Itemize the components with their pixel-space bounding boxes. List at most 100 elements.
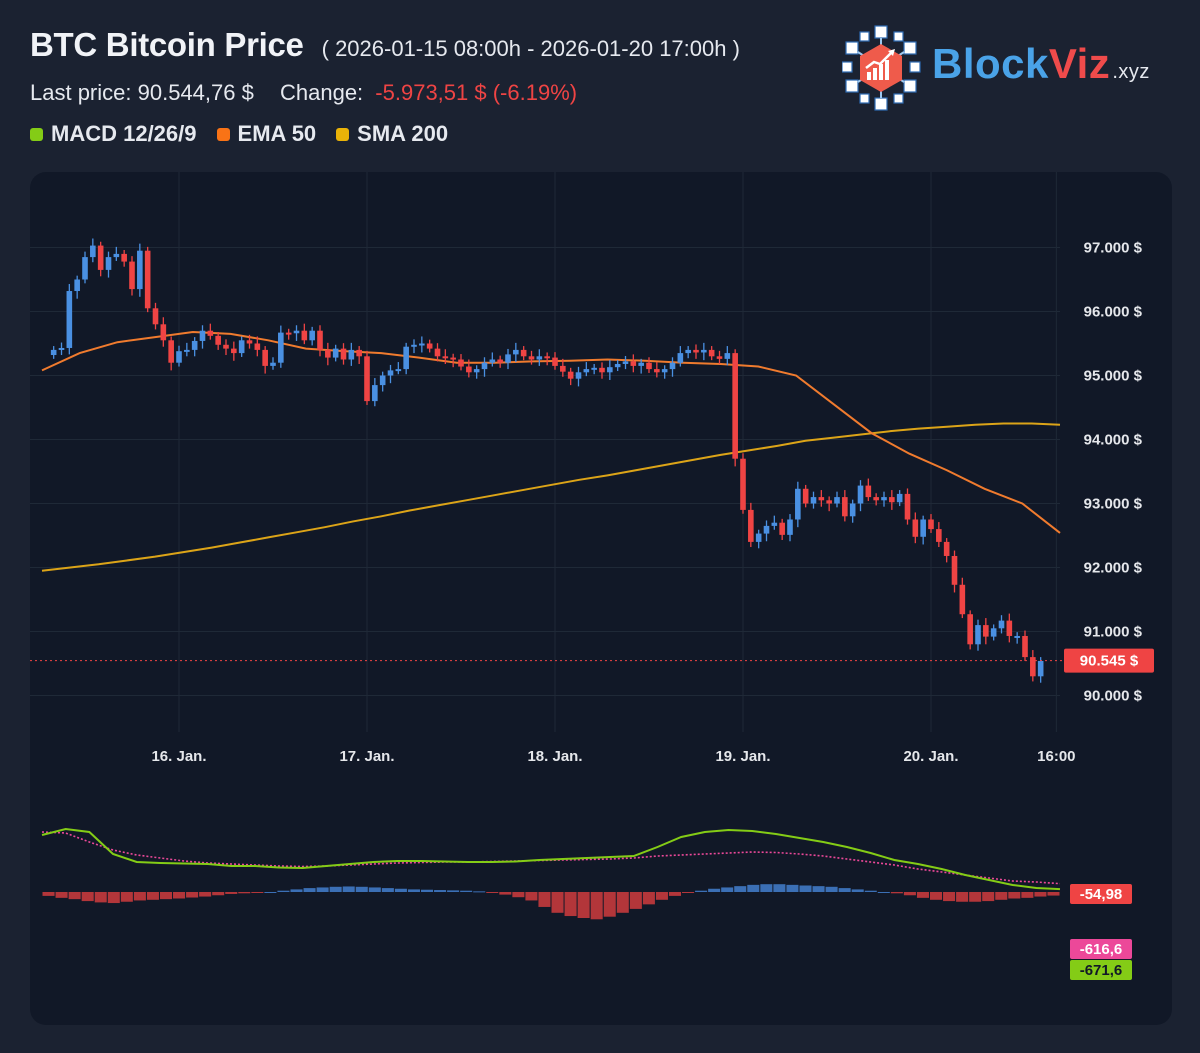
macd-histogram-bar — [943, 892, 956, 902]
time-tick-label: 16:00 — [1037, 748, 1075, 765]
candle-body — [904, 493, 911, 520]
candle-body — [450, 357, 456, 360]
legend-label-macd: MACD 12/26/9 — [51, 121, 197, 146]
macd-histogram-bar — [851, 889, 864, 892]
macd-histogram-bar — [825, 886, 838, 892]
candle-body — [967, 614, 973, 645]
candle-body — [466, 366, 472, 373]
candle-body — [567, 371, 574, 379]
candle-body — [309, 330, 315, 341]
candle-body — [520, 349, 527, 357]
macd-histogram-bar — [225, 892, 238, 894]
macd-histogram-bar — [434, 890, 447, 892]
candle-body — [50, 349, 57, 356]
time-tick-label: 18. Jan. — [527, 748, 582, 765]
candle-body — [184, 349, 190, 352]
candle-body — [560, 365, 566, 372]
candle-body — [716, 356, 723, 359]
sma-200-line — [41, 422, 1061, 572]
candle-body — [622, 361, 629, 364]
macd-histogram-bar — [342, 886, 355, 892]
candle-body — [419, 343, 425, 346]
candle-body — [160, 324, 167, 341]
change-value: -5.973,51 $ (-6.19%) — [375, 80, 578, 105]
candle-body — [176, 351, 182, 363]
price-tick-label: 96.000 $ — [1084, 304, 1143, 321]
macd-histogram-bar — [655, 892, 668, 900]
candle-body — [818, 497, 825, 501]
macd-histogram-bar — [68, 892, 81, 900]
legend-item-macd[interactable]: MACD 12/26/9 — [30, 121, 197, 147]
macd-histogram-bar — [381, 888, 394, 892]
candle-body — [82, 257, 88, 280]
candle-body — [881, 497, 887, 501]
macd-histogram-bar — [708, 888, 721, 892]
candle-body — [1037, 660, 1044, 677]
macd-histogram-bar — [264, 892, 277, 893]
candle-body — [740, 458, 746, 510]
candle-body — [332, 348, 339, 358]
blockviz-logo[interactable]: BlockViz .xyz — [841, 24, 1172, 114]
macd-tag-signal — [1070, 939, 1132, 959]
candle-body — [787, 519, 793, 535]
macd-histogram-bar — [1047, 892, 1060, 896]
candle-body — [411, 344, 417, 347]
macd-histogram-bar — [590, 892, 603, 920]
macd-histogram-bar — [146, 892, 159, 900]
change-label: Change: — [279, 80, 364, 105]
legend-swatch-macd — [30, 127, 43, 141]
time-tick-label: 16. Jan. — [151, 748, 206, 765]
candle-body — [795, 488, 801, 520]
legend-item-sma[interactable]: SMA 200 — [336, 121, 448, 147]
macd-histogram-bar — [1034, 892, 1047, 897]
candle-body — [771, 522, 778, 526]
candle-body — [599, 367, 605, 373]
candle-body — [379, 375, 386, 386]
macd-histogram-bar — [969, 892, 982, 902]
candle-body — [920, 519, 926, 537]
legend-swatch-ema — [216, 127, 230, 141]
candle-body — [426, 343, 433, 349]
macd-histogram-bar — [916, 892, 929, 898]
candle-body — [826, 500, 832, 504]
price-tick-label: 93.000 $ — [1084, 496, 1143, 513]
candle-body — [857, 485, 864, 504]
chart-panel[interactable]: 97.000 $ 96.000 $ 95.000 $ 94.000 $ 93.000 $… — [30, 172, 1172, 1025]
candle-body — [372, 385, 378, 402]
legend-item-ema[interactable]: EMA 50 — [216, 121, 317, 147]
candle-body — [254, 343, 261, 350]
macd-histogram-bar — [173, 892, 186, 899]
candle-body — [896, 493, 903, 503]
logo-suffix: .xyz — [1112, 61, 1150, 83]
macd-tag-histogram — [1070, 884, 1132, 904]
time-tick-label: 17. Jan. — [339, 748, 394, 765]
candle-body — [912, 519, 919, 537]
macd-histogram-bar — [629, 892, 642, 909]
candle-body — [614, 363, 621, 368]
macd-histogram-bar — [773, 884, 786, 892]
legend-label-ema: EMA 50 — [237, 121, 317, 146]
macd-histogram-bar — [551, 892, 564, 913]
blockviz-logo-icon — [841, 25, 921, 111]
macd-histogram-bar — [682, 892, 695, 893]
macd-histogram-bar — [368, 887, 381, 892]
candle-body — [1030, 657, 1036, 677]
candle-body — [387, 370, 394, 376]
macd-histogram-bar — [995, 892, 1008, 900]
candle-body — [873, 497, 879, 501]
macd-histogram-bar — [577, 892, 590, 918]
candle-body — [489, 359, 496, 363]
macd-histogram-bar — [864, 890, 877, 892]
candle-body — [536, 356, 543, 360]
macd-histogram-bar — [107, 892, 120, 904]
logo-accent: Viz — [1048, 40, 1111, 87]
price-row: Last price: 90.544,76 $ Change: -5.973,5… — [30, 80, 577, 106]
candle-body — [591, 367, 597, 370]
macd-histogram-bar — [447, 890, 460, 892]
macd-histogram-bar — [538, 892, 551, 907]
candle-body — [646, 362, 652, 370]
candle-body — [364, 356, 370, 402]
price-chart-svg[interactable]: 97.000 $ 96.000 $ 95.000 $ 94.000 $ 93.000 $… — [30, 172, 1172, 1025]
candle-body — [121, 253, 127, 262]
candle-body — [936, 529, 942, 542]
